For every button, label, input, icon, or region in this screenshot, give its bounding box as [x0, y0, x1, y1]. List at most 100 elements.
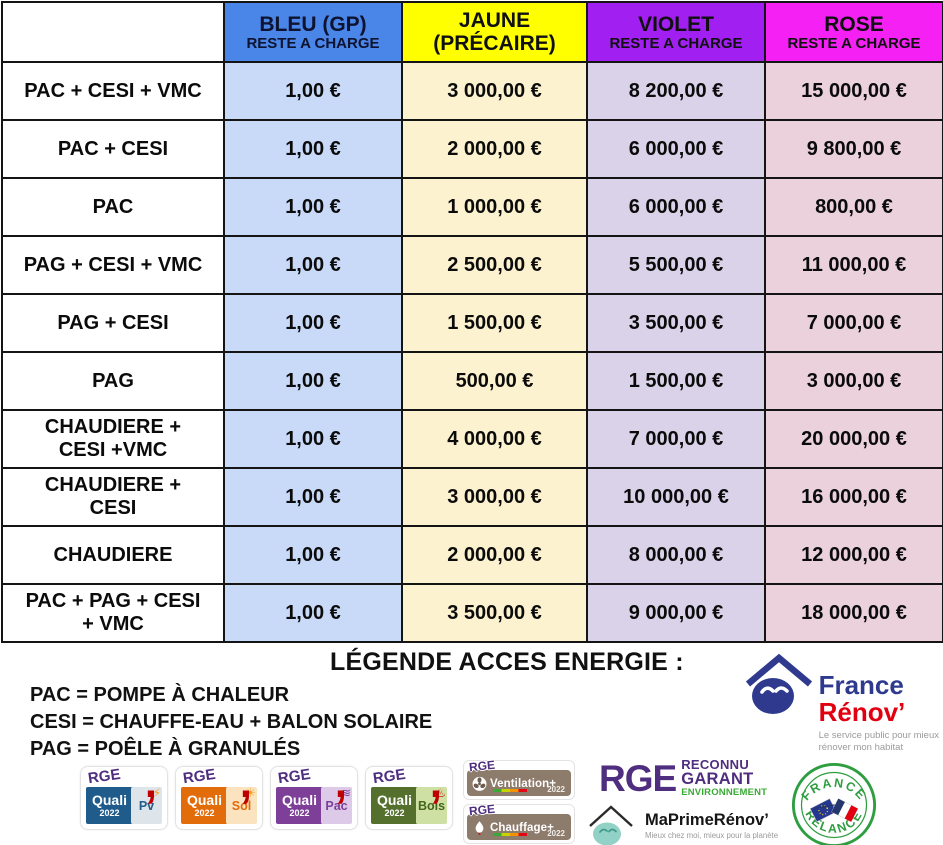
- legend-section: LÉGENDE ACCES ENERGIE : PAC = POMPE À CH…: [0, 645, 943, 760]
- quali-icon: ⚡: [152, 786, 161, 800]
- column-header-jaune: JAUNE (PRÉCAIRE): [401, 1, 588, 63]
- price-cell: 2 000,00 €: [401, 525, 588, 585]
- rge-line-garant: GARANT: [681, 770, 754, 789]
- price-cell: 800,00 €: [764, 177, 943, 237]
- quali-year: 2022: [384, 807, 405, 818]
- column-header-rose: ROSE RESTE A CHARGE: [764, 1, 943, 63]
- table-row: PAC + PAG + CESI + VMC 1,00 €3 500,00 €9 …: [1, 583, 943, 643]
- rge-label: RGE: [181, 765, 217, 788]
- row-label: CHAUDIERE + CESI: [1, 467, 225, 527]
- column-header-violet: VIOLET RESTE A CHARGE: [586, 1, 766, 63]
- price-cell: 8 000,00 €: [586, 525, 766, 585]
- price-cell: 1,00 €: [223, 467, 403, 527]
- column-subtitle: RESTE A CHARGE: [246, 34, 380, 52]
- quali-prefix: Quali: [91, 792, 127, 809]
- quali-year: 2022: [99, 807, 120, 818]
- rge-label: RGE: [86, 765, 122, 788]
- legend-definition: PAC = POMPE À CHALEUR: [30, 684, 290, 706]
- price-cell: 500,00 €: [401, 351, 588, 411]
- price-cell: 3 500,00 €: [401, 583, 588, 643]
- badge-icon: [472, 776, 487, 791]
- row-label: CHAUDIERE: [1, 525, 225, 585]
- rge-label: RGE: [371, 765, 407, 788]
- legend-definition: PAG = POÊLE À GRANULÉS: [30, 738, 301, 760]
- quali-main-block: Quali 2022: [86, 787, 133, 824]
- row-label: PAG + CESI: [1, 293, 225, 353]
- table-row: PAC + CESI 1,00 €2 000,00 €6 000,00 €9 80…: [1, 119, 943, 179]
- rge-plus-badges: RGE Ventilation+ 2022: [463, 758, 575, 844]
- fan-icon: [472, 776, 487, 791]
- price-cell: 1,00 €: [223, 235, 403, 295]
- rge-maprimerenov-stack: RGE RECONNU GARANT ENVIRONNEMENT MaPrime…: [585, 758, 781, 845]
- quali-suffix-block: ⚡ Pv: [131, 787, 162, 824]
- maprimerenov-house-icon: [589, 805, 633, 845]
- price-cell: 1,00 €: [223, 61, 403, 121]
- table-row: PAC + CESI + VMC 1,00 €3 000,00 €8 200,00…: [1, 61, 943, 121]
- price-cell: 2 000,00 €: [401, 119, 588, 179]
- price-cell: 1 500,00 €: [586, 351, 766, 411]
- quali-suffix-block: ≋ Pac: [321, 787, 352, 824]
- rge-line-environnement: ENVIRONNEMENT: [681, 787, 768, 799]
- table-row: PAG + CESI 1,00 €1 500,00 €3 500,00 €7 00…: [1, 293, 943, 353]
- price-cell: 6 000,00 €: [586, 119, 766, 179]
- price-cell: 1,00 €: [223, 177, 403, 237]
- table-row: PAG 1,00 €500,00 €1 500,00 €3 000,00 €: [1, 351, 943, 411]
- rge-label: RGE: [468, 801, 496, 819]
- column-subtitle: RESTE A CHARGE: [609, 34, 743, 52]
- row-label: PAC: [1, 177, 225, 237]
- quali-comma-mark: ,: [429, 758, 442, 807]
- rge-quali-badge: RGE , Quali 2022 ♨ Bois: [365, 761, 453, 830]
- price-cell: 9 000,00 €: [586, 583, 766, 643]
- table-row: PAC 1,00 €1 000,00 €6 000,00 €800,00 €: [1, 177, 943, 237]
- price-cell: 1 500,00 €: [401, 293, 588, 353]
- rge-plus-badge: RGE Ventilation+ 2022: [463, 758, 575, 800]
- price-cell: 1,00 €: [223, 525, 403, 585]
- quali-main-block: Quali 2022: [371, 787, 418, 824]
- table-row: CHAUDIERE + CESI +VMC 1,00 €4 000,00 €7 0…: [1, 409, 943, 469]
- rge-word: RGE: [599, 757, 677, 799]
- quali-icon: ≋: [340, 786, 351, 800]
- row-label: PAC + CESI + VMC: [1, 61, 225, 121]
- legend-definitions: PAC = POMPE À CHALEUR CESI = CHAUFFE-EAU …: [30, 682, 432, 763]
- price-cell: 20 000,00 €: [764, 409, 943, 469]
- legend-definition: CESI = CHAUFFE-EAU + BALON SOLAIRE: [30, 711, 433, 733]
- rge-quali-badge: RGE , Quali 2022 ☀ Sol: [175, 761, 263, 830]
- table-row: CHAUDIERE 1,00 €2 000,00 €8 000,00 €12 00…: [1, 525, 943, 585]
- price-cell: 1,00 €: [223, 583, 403, 643]
- price-cell: 3 000,00 €: [401, 61, 588, 121]
- price-cell: 3 000,00 €: [764, 351, 943, 411]
- row-label: PAC + CESI: [1, 119, 225, 179]
- quali-suffix-block: ☀ Sol: [226, 787, 257, 824]
- quali-comma-mark: ,: [144, 758, 157, 807]
- rge-logo: RGE RECONNU GARANT ENVIRONNEMENT: [599, 758, 781, 799]
- price-cell: 9 800,00 €: [764, 119, 943, 179]
- column-title: BLEU (GP): [259, 12, 367, 36]
- badge-year: 2022: [547, 785, 565, 794]
- legend-title: LÉGENDE ACCES ENERGIE :: [330, 648, 684, 676]
- price-cell: 1 000,00 €: [401, 177, 588, 237]
- rge-quali-badge: RGE , Quali 2022 ⚡ Pv: [80, 761, 168, 830]
- quali-suffix-block: ♨ Bois: [416, 787, 447, 824]
- corner-cell: [1, 1, 225, 63]
- price-cell: 7 000,00 €: [764, 293, 943, 353]
- rge-quali-badge: RGE , Quali 2022 ≋ Pac: [270, 761, 358, 830]
- quali-suffix: Pv: [138, 798, 155, 813]
- row-label: CHAUDIERE + CESI +VMC: [1, 409, 225, 469]
- rge-plus-badge: RGE Chauffage+ 2022: [463, 801, 575, 844]
- quali-main-block: Quali 2022: [181, 787, 228, 824]
- rge-plus-plate: Ventilation+ 2022: [467, 770, 571, 796]
- france-renov-logo: France Rénov’ Le service public pour mie…: [743, 650, 939, 754]
- quali-prefix: Quali: [186, 792, 222, 809]
- badge-year: 2022: [547, 829, 565, 838]
- price-cell: 1,00 €: [223, 119, 403, 179]
- maprimerenov-logo: MaPrimeRénov’ Mieux chez moi, mieux pour…: [585, 800, 781, 845]
- france-relance-logo: FRANCE RELANCE: [791, 762, 877, 845]
- quali-comma-mark: ,: [334, 758, 347, 807]
- badge-icon: [472, 820, 487, 835]
- price-cell: 18 000,00 €: [764, 583, 943, 643]
- flame-icon: [475, 821, 484, 835]
- table-row: CHAUDIERE + CESI 1,00 €3 000,00 €10 000,0…: [1, 467, 943, 527]
- column-title: ROSE: [824, 12, 884, 36]
- price-cell: 1,00 €: [223, 409, 403, 469]
- price-cell: 5 500,00 €: [586, 235, 766, 295]
